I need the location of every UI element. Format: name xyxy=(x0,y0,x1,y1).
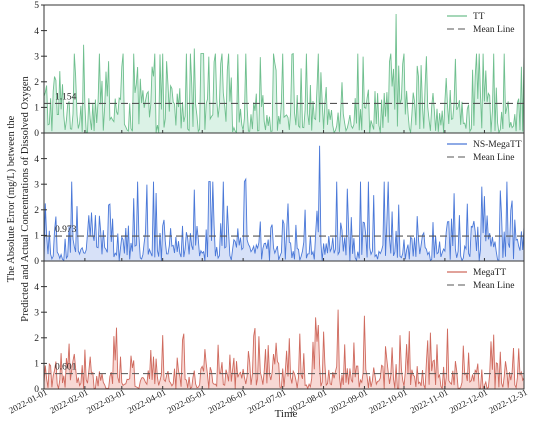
x-tick-label: 2022-12-01 xyxy=(448,387,490,416)
y-tick-label: 1 xyxy=(34,360,39,370)
mean-value-label: 0.601 xyxy=(55,363,77,373)
series-line-ns-megatt xyxy=(43,145,525,262)
y-tick-label: 3 xyxy=(34,308,39,318)
x-tick-label: 2022-09-01 xyxy=(328,387,370,416)
y-tick-label: 4 xyxy=(34,155,39,165)
y-tick-label: 2 xyxy=(34,334,39,344)
legend-label-mean: Mean Line xyxy=(473,25,514,35)
panel-ns-megatt: 0.973 0 1 2 3 4 NS-MegaTT Mean Line xyxy=(34,132,525,267)
x-tick-label: 2022-04-01 xyxy=(126,387,168,416)
panel-megatt: 0.601 0 1 2 3 4 MegaTT Mean Line xyxy=(34,260,525,395)
mean-value-label: 0.973 xyxy=(55,225,77,235)
y-tick-label: 4 xyxy=(34,283,39,293)
y-axis-label: The Absolute Error (mg/L) between the Pr… xyxy=(6,75,31,321)
x-tick-label: 2022-11-01 xyxy=(408,387,449,415)
series-area-megatt xyxy=(44,309,524,389)
x-tick-label: 2022-12-31 xyxy=(487,387,529,416)
x-tick-label: 2022-06-01 xyxy=(206,387,248,416)
legend-label-series: MegaTT xyxy=(473,268,506,278)
legend-label-mean: Mean Line xyxy=(473,281,514,291)
y-tick-label: 0 xyxy=(34,257,39,267)
legend-label-series: TT xyxy=(473,12,485,22)
x-tick-label: 2022-01-01 xyxy=(7,387,49,416)
y-tick-label: 2 xyxy=(34,206,39,216)
y-tick-label: 3 xyxy=(34,180,39,190)
y-axis-label-line-1: The Absolute Error (mg/L) between the xyxy=(6,115,17,282)
legend-label-mean: Mean Line xyxy=(473,153,514,163)
series-area-tt xyxy=(44,14,524,133)
x-axis-label: Time xyxy=(275,408,298,420)
x-tick-label: 2022-03-01 xyxy=(85,387,127,416)
x-tick-label: 2022-02-01 xyxy=(48,387,90,416)
y-tick-label: 2 xyxy=(34,78,39,88)
mean-value-label: 1.154 xyxy=(55,92,77,102)
y-tick-label: 0 xyxy=(34,385,39,395)
y-axis-label-line-2: Predicted and Actual Concentrations of D… xyxy=(20,75,31,321)
panel-tt: 1.154 0 1 2 3 4 5 TT Mean Line xyxy=(34,1,525,139)
legend-label-series: NS-MegaTT xyxy=(473,140,522,150)
y-tick-label: 1 xyxy=(34,232,39,242)
x-tick-label: 2022-10-01 xyxy=(367,387,409,416)
series-line-tt xyxy=(43,13,525,134)
y-tick-label: 1 xyxy=(34,104,39,114)
y-tick-label: 0 xyxy=(34,129,39,139)
panel-frame xyxy=(43,260,525,390)
x-tick-label: 2022-05-01 xyxy=(165,387,207,416)
y-tick-label: 4 xyxy=(34,27,39,37)
y-tick-label: 3 xyxy=(34,52,39,62)
y-tick-label: 5 xyxy=(34,1,39,11)
series-area-ns-megatt xyxy=(44,145,524,261)
